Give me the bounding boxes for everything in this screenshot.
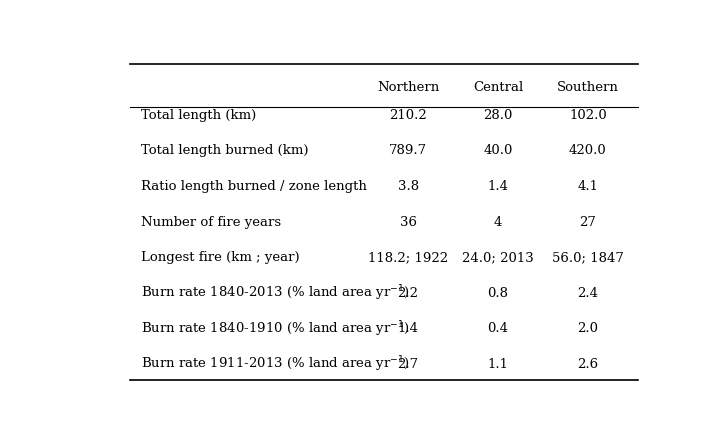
Text: 36: 36 [399, 215, 417, 228]
Text: Ratio length burned / zone length: Ratio length burned / zone length [141, 180, 367, 193]
Text: 40.0: 40.0 [484, 144, 513, 157]
Text: 27: 27 [579, 215, 597, 228]
Text: 2.4: 2.4 [577, 287, 598, 300]
Text: 2.7: 2.7 [397, 358, 418, 371]
Text: Number of fire years: Number of fire years [141, 215, 281, 228]
Text: Central: Central [473, 81, 523, 94]
Text: Burn rate 1840-1910 (% land area yr$^{-1}$): Burn rate 1840-1910 (% land area yr$^{-1… [141, 319, 410, 339]
Text: 56.0; 1847: 56.0; 1847 [552, 251, 624, 264]
Text: Burn rate 1840-2013 (% land area yr$^{-1}$): Burn rate 1840-2013 (% land area yr$^{-1… [141, 283, 410, 303]
Text: 0.8: 0.8 [487, 287, 508, 300]
Text: 1.1: 1.1 [487, 358, 508, 371]
Text: 28.0: 28.0 [484, 109, 513, 122]
Text: 2.6: 2.6 [577, 358, 598, 371]
Text: 1.4: 1.4 [487, 180, 508, 193]
Text: 3.8: 3.8 [397, 180, 418, 193]
Text: 0.4: 0.4 [487, 322, 508, 335]
Text: Longest fire (km ; year): Longest fire (km ; year) [141, 251, 300, 264]
Text: 118.2; 1922: 118.2; 1922 [368, 251, 448, 264]
Text: 102.0: 102.0 [569, 109, 607, 122]
Text: Southern: Southern [557, 81, 619, 94]
Text: 24.0; 2013: 24.0; 2013 [462, 251, 534, 264]
Text: Total length burned (km): Total length burned (km) [141, 144, 309, 157]
Text: 789.7: 789.7 [389, 144, 427, 157]
Text: 1.4: 1.4 [397, 322, 418, 335]
Text: Total length (km): Total length (km) [141, 109, 257, 122]
Text: 4: 4 [494, 215, 502, 228]
Text: 420.0: 420.0 [569, 144, 607, 157]
Text: 4.1: 4.1 [577, 180, 598, 193]
Text: Burn rate 1911-2013 (% land area yr$^{-1}$): Burn rate 1911-2013 (% land area yr$^{-1… [141, 355, 410, 375]
Text: 2.0: 2.0 [577, 322, 598, 335]
Text: 210.2: 210.2 [389, 109, 427, 122]
Text: 2.2: 2.2 [397, 287, 418, 300]
Text: Northern: Northern [377, 81, 439, 94]
